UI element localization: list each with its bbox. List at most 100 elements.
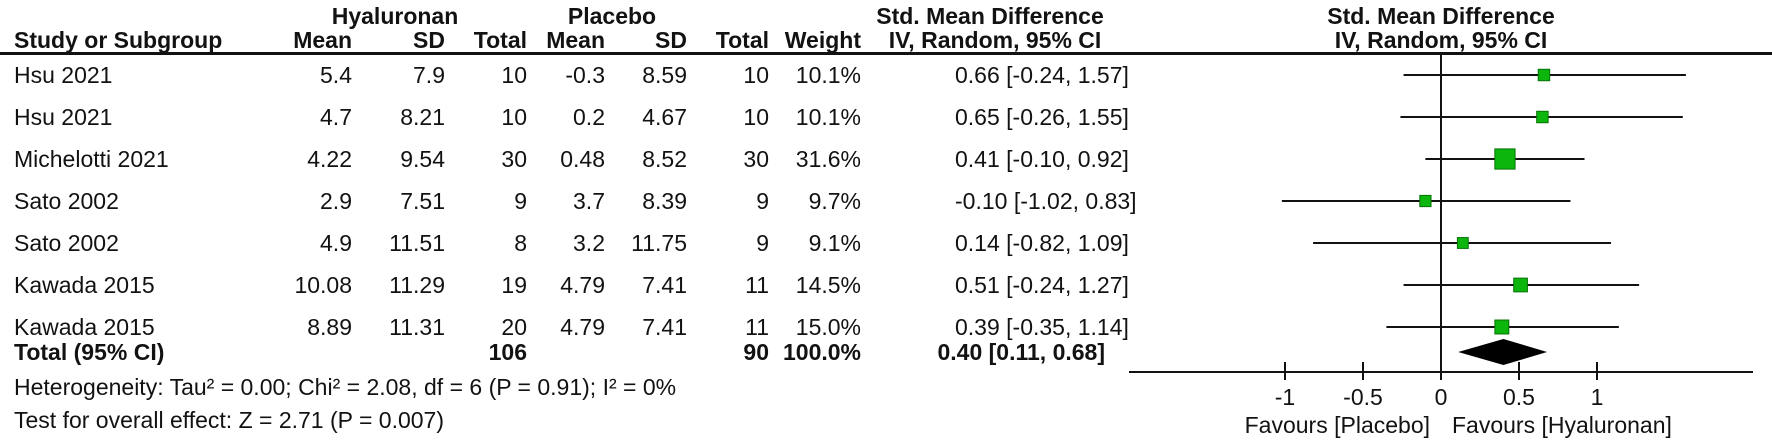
effect-marker — [1494, 148, 1516, 170]
total-n-control: 90 — [743, 339, 769, 365]
cell-weight: 10.1% — [795, 62, 861, 88]
heterogeneity-text: Heterogeneity: Tau² = 0.00; Chi² = 2.08,… — [14, 374, 677, 400]
cell-total-control: 11 — [745, 272, 769, 298]
cell-ci-text: 0.65 [-0.26, 1.55] — [955, 104, 1129, 130]
cell-ci-text: 0.51 [-0.24, 1.27] — [955, 272, 1129, 298]
cell-mean-control: 3.7 — [573, 188, 605, 214]
col-header-mean-experimental: Mean — [293, 27, 352, 53]
cell-sd-experimental: 7.9 — [413, 62, 445, 88]
axis-tick-label: 0.5 — [1503, 384, 1535, 410]
cell-sd-control: 7.41 — [642, 314, 687, 340]
cell-ci-text: 0.41 [-0.10, 0.92] — [955, 146, 1129, 172]
axis-tick-label: -0.5 — [1343, 384, 1383, 410]
cell-sd-control: 8.39 — [642, 188, 687, 214]
cell-sd-control: 11.75 — [631, 230, 687, 256]
cell-total-experimental: 9 — [514, 188, 527, 214]
cell-mean-experimental: 10.08 — [294, 272, 352, 298]
cell-total-experimental: 10 — [501, 62, 527, 88]
cell-study: Michelotti 2021 — [14, 146, 169, 172]
cell-mean-experimental: 8.89 — [307, 314, 352, 340]
cell-total-experimental: 30 — [501, 146, 527, 172]
effect-marker — [1456, 237, 1469, 249]
axis-tick-label: 1 — [1590, 384, 1604, 410]
cell-total-control: 11 — [745, 314, 769, 340]
effect-marker — [1419, 194, 1432, 208]
col-header-total-control: Total — [715, 27, 769, 53]
cell-sd-experimental: 8.21 — [400, 104, 445, 130]
effect-marker — [1513, 277, 1528, 293]
cell-study: Kawada 2015 — [14, 314, 155, 340]
col-header-sd-experimental: SD — [413, 27, 445, 53]
cell-study: Sato 2002 — [14, 230, 119, 256]
cell-ci-text: 0.39 [-0.35, 1.14] — [955, 314, 1129, 340]
smd-header-right: Std. Mean Difference — [1327, 3, 1555, 29]
cell-total-control: 30 — [743, 146, 769, 172]
smd-header-left: Std. Mean Difference — [876, 3, 1104, 29]
cell-mean-experimental: 4.9 — [320, 230, 352, 256]
total-weight: 100.0% — [782, 339, 861, 365]
cell-sd-control: 8.52 — [642, 146, 687, 172]
axis-tick-label: -1 — [1274, 384, 1296, 410]
cell-total-control: 9 — [756, 230, 769, 256]
cell-weight: 15.0% — [795, 314, 861, 340]
cell-mean-control: -0.3 — [565, 62, 605, 88]
col-header-ci-right: IV, Random, 95% CI — [1334, 27, 1548, 53]
total-ci-text: 0.40 [0.11, 0.68] — [937, 339, 1105, 365]
axis-tick-label: 0 — [1434, 384, 1448, 410]
cell-mean-experimental: 2.9 — [320, 188, 352, 214]
cell-total-control: 10 — [743, 104, 769, 130]
col-header-weight: Weight — [784, 27, 861, 53]
cell-total-experimental: 8 — [514, 230, 527, 256]
col-header-total-experimental: Total — [473, 27, 527, 53]
cell-mean-control: 0.2 — [573, 104, 605, 130]
summary-diamond — [1458, 339, 1548, 365]
cell-mean-control: 4.79 — [560, 272, 605, 298]
cell-total-experimental: 20 — [501, 314, 527, 340]
cell-weight: 10.1% — [795, 104, 861, 130]
cell-mean-experimental: 4.22 — [307, 146, 352, 172]
cell-sd-control: 8.59 — [642, 62, 687, 88]
cell-total-experimental: 10 — [501, 104, 527, 130]
cell-sd-experimental: 11.31 — [389, 314, 445, 340]
cell-weight: 9.7% — [808, 188, 861, 214]
effect-marker — [1536, 110, 1549, 124]
favours-right-label: Favours [Hyaluronan] — [1452, 412, 1672, 438]
group-header-control: Placebo — [567, 3, 657, 29]
cell-sd-experimental: 7.51 — [400, 188, 445, 214]
group-header-experimental: Hyaluronan — [331, 3, 459, 29]
cell-mean-control: 4.79 — [560, 314, 605, 340]
cell-study: Sato 2002 — [14, 188, 119, 214]
cell-sd-experimental: 9.54 — [400, 146, 445, 172]
favours-left-label: Favours [Placebo] — [1244, 412, 1430, 438]
cell-study: Hsu 2021 — [14, 62, 113, 88]
cell-mean-experimental: 5.4 — [320, 62, 352, 88]
col-header-sd-control: SD — [655, 27, 687, 53]
col-header-ci-left: IV, Random, 95% CI — [888, 27, 1102, 53]
col-header-mean-control: Mean — [546, 27, 605, 53]
cell-mean-control: 3.2 — [573, 230, 605, 256]
cell-ci-text: 0.66 [-0.24, 1.57] — [955, 62, 1129, 88]
cell-weight: 14.5% — [795, 272, 861, 298]
cell-study: Hsu 2021 — [14, 104, 113, 130]
cell-study: Kawada 2015 — [14, 272, 155, 298]
effect-marker — [1537, 68, 1551, 82]
cell-weight: 31.6% — [795, 146, 861, 172]
cell-mean-control: 0.48 — [560, 146, 605, 172]
total-label: Total (95% CI) — [14, 339, 165, 365]
cell-sd-control: 4.67 — [642, 104, 687, 130]
cell-sd-experimental: 11.29 — [389, 272, 445, 298]
overall-effect-text: Test for overall effect: Z = 2.71 (P = 0… — [14, 407, 444, 433]
cell-weight: 9.1% — [808, 230, 861, 256]
total-n-experimental: 106 — [488, 339, 527, 365]
cell-sd-experimental: 11.51 — [389, 230, 445, 256]
cell-total-control: 10 — [743, 62, 769, 88]
cell-mean-experimental: 4.7 — [320, 104, 352, 130]
cell-sd-control: 7.41 — [642, 272, 687, 298]
col-header-study: Study or Subgroup — [14, 27, 223, 53]
effect-marker — [1494, 319, 1510, 335]
cell-total-experimental: 19 — [501, 272, 527, 298]
cell-total-control: 9 — [756, 188, 769, 214]
cell-ci-text: 0.14 [-0.82, 1.09] — [955, 230, 1129, 256]
